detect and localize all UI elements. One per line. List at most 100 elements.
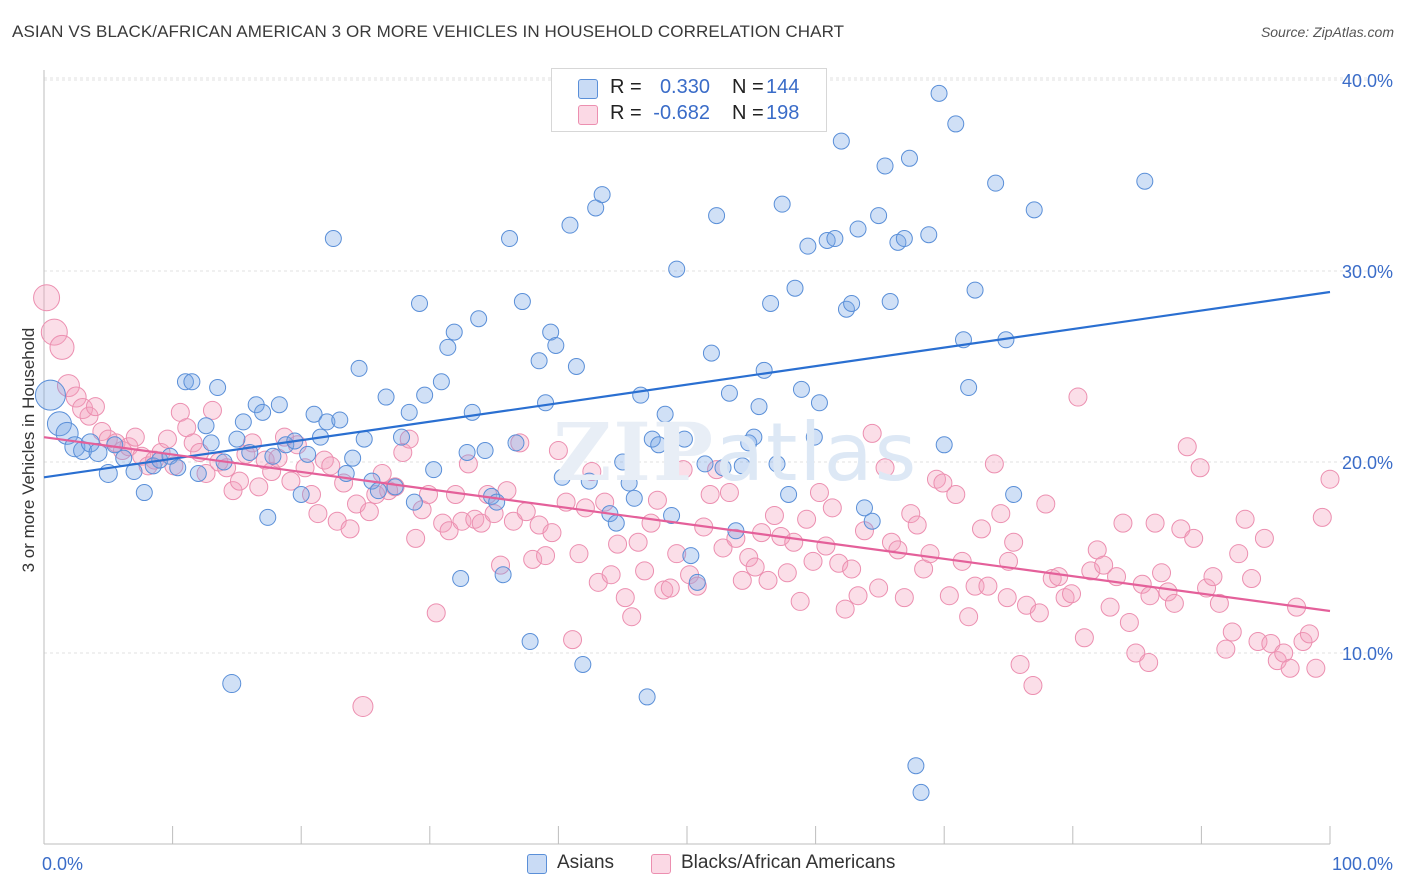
r-value: 0.330 <box>659 76 710 98</box>
asian-point <box>292 485 310 503</box>
black-point <box>835 599 855 619</box>
asian-point <box>907 757 925 775</box>
black-swatch <box>578 105 598 125</box>
black-point <box>862 423 882 443</box>
asian-point <box>350 359 368 377</box>
asian-point <box>331 411 349 429</box>
black-point <box>1203 567 1223 587</box>
black-point <box>1299 624 1319 644</box>
asian-point <box>826 230 844 248</box>
asian-point <box>355 430 373 448</box>
black-point <box>1023 675 1043 695</box>
black-point <box>1190 458 1210 478</box>
black-point <box>491 555 511 575</box>
n-label: N = <box>732 102 764 124</box>
black-point <box>1280 658 1300 678</box>
black-point <box>65 386 87 408</box>
asian-point <box>668 260 686 278</box>
black-point <box>1235 509 1255 529</box>
asian-point <box>501 230 519 248</box>
asian-point <box>115 449 133 467</box>
asian-point <box>650 436 668 454</box>
black-point <box>822 498 842 518</box>
asian-point <box>530 352 548 370</box>
black-point <box>1293 632 1313 652</box>
black-point <box>85 397 105 417</box>
asian-point <box>935 436 953 454</box>
legend-label: Asians <box>557 852 615 873</box>
black-point <box>268 448 288 468</box>
black-point <box>869 578 889 598</box>
black-point <box>340 519 360 539</box>
black-point <box>1049 567 1069 587</box>
r-label: R = <box>610 76 642 98</box>
source-label: Source: ZipAtlas.com <box>1260 24 1394 40</box>
black-point <box>56 374 80 398</box>
asian-point <box>987 174 1005 192</box>
asian-point <box>416 386 434 404</box>
asian-swatch <box>578 79 598 99</box>
asian-point <box>593 186 611 204</box>
black-point <box>1254 528 1274 548</box>
asian-point <box>324 230 342 248</box>
asian-point <box>1005 485 1023 503</box>
asian-point <box>755 361 773 379</box>
black-point <box>1068 387 1088 407</box>
black-point <box>1081 561 1101 581</box>
asian-point <box>745 428 763 446</box>
asian-point <box>264 447 282 465</box>
black-point <box>183 433 203 453</box>
black-point <box>608 534 628 554</box>
black-point <box>471 513 491 533</box>
asian-point <box>682 547 700 565</box>
asian-point <box>169 459 187 477</box>
black-point <box>582 462 602 482</box>
black-point <box>503 511 523 531</box>
asian-point <box>228 430 246 448</box>
asian-point <box>870 207 888 225</box>
asian-point <box>849 220 867 238</box>
asian-point <box>318 413 336 431</box>
n-value: 144 <box>766 76 800 98</box>
asian-point <box>930 84 948 102</box>
asian-point <box>259 508 277 526</box>
asian-point <box>663 506 681 524</box>
asian-point <box>542 323 560 341</box>
black-point <box>933 473 953 493</box>
black-trend-line <box>43 436 1331 613</box>
black-swatch <box>651 854 671 874</box>
asian-point <box>966 281 984 299</box>
asian-point <box>750 398 768 416</box>
black-point <box>223 481 243 501</box>
asian-point <box>843 294 861 312</box>
black-point <box>281 471 301 491</box>
asian-point <box>881 293 899 311</box>
correlation-legend: R = 0.330 N = 144 R = -0.682 N = 198 <box>551 68 827 132</box>
black-point <box>848 586 868 606</box>
black-point <box>1145 513 1165 533</box>
asian-point <box>445 323 463 341</box>
asian-point <box>960 379 978 397</box>
asian-point <box>209 379 227 397</box>
asian-point <box>507 434 525 452</box>
y-axis-label: 3 or more Vehicles in Household <box>19 327 38 573</box>
black-point <box>1229 544 1249 564</box>
asian-point <box>234 413 252 431</box>
black-point <box>1222 622 1242 642</box>
legend-label: Blacks/African Americans <box>681 852 896 873</box>
black-point <box>635 561 655 581</box>
asian-point <box>305 405 323 423</box>
black-point <box>764 505 784 525</box>
black-point <box>406 528 426 548</box>
black-point <box>542 523 562 543</box>
black-point <box>628 532 648 552</box>
asian-point <box>513 293 531 311</box>
n-value: 198 <box>766 102 800 124</box>
axes <box>43 70 1331 845</box>
black-point <box>569 544 589 564</box>
black-point <box>829 553 849 573</box>
series-legend: Asians Blacks/African Americans <box>0 852 1406 878</box>
black-point <box>1140 586 1160 606</box>
asian-point <box>805 428 823 446</box>
asian-point <box>344 449 362 467</box>
